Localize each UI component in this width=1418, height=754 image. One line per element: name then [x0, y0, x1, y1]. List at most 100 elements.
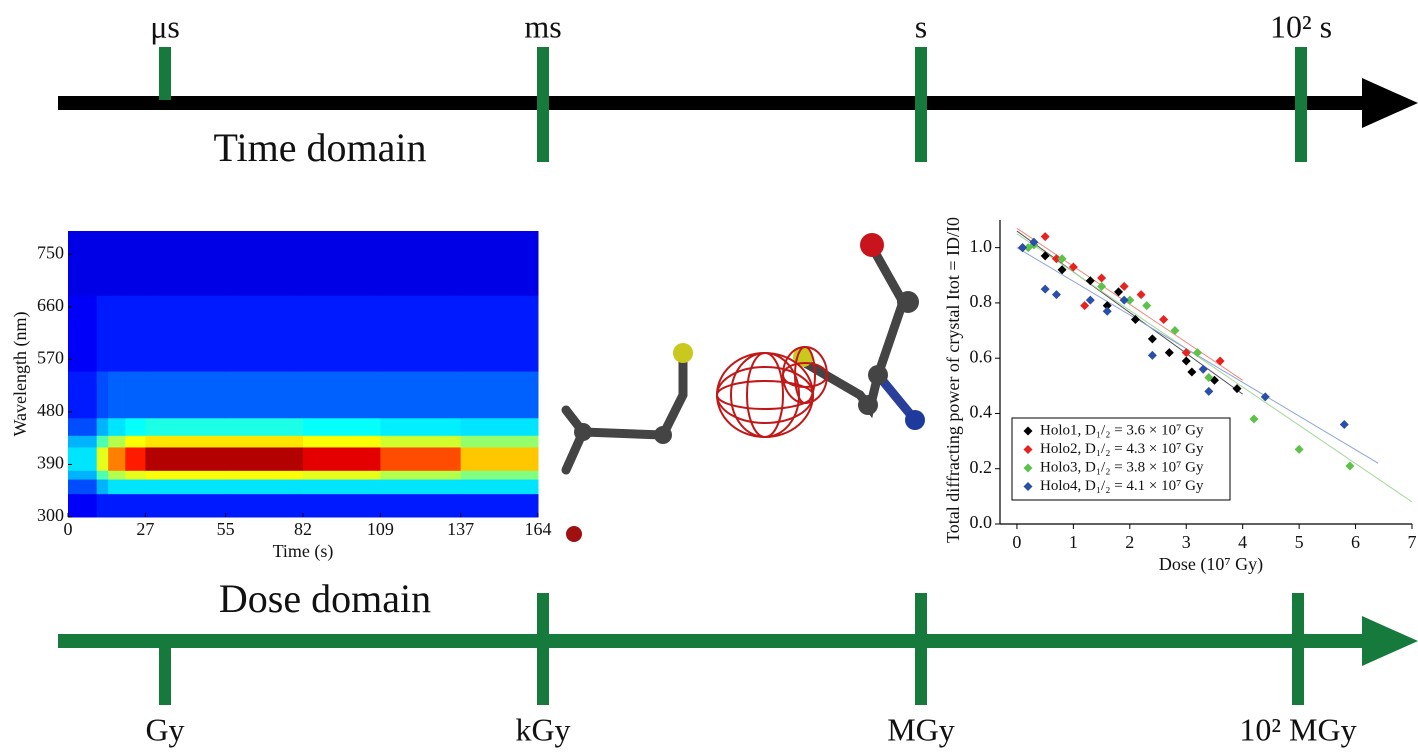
atom — [905, 410, 925, 430]
point — [1057, 254, 1067, 264]
heatmap-cell — [380, 417, 462, 436]
point — [1097, 273, 1107, 283]
heatmap-cell — [225, 371, 304, 419]
point — [1204, 386, 1214, 396]
point — [1080, 301, 1090, 311]
heatmap-cell — [380, 470, 462, 480]
point — [1114, 287, 1124, 297]
heatmap-cell — [380, 295, 462, 372]
x-tick-label: 7 — [1408, 532, 1417, 552]
heatmap-cell — [225, 435, 304, 448]
heatmap-cell — [68, 371, 98, 419]
y-tick-label: 0.8 — [970, 291, 993, 311]
dose-tick-label: kGy — [515, 711, 570, 747]
heatmap-cell — [380, 458, 462, 471]
time-domain-label: Time domain — [214, 125, 427, 170]
x-tick-label: 1 — [1069, 532, 1078, 552]
point — [1119, 295, 1129, 305]
heatmap-cell — [96, 458, 109, 471]
heatmap-cell — [108, 231, 126, 296]
heatmap-cell — [460, 295, 539, 372]
time-tick-label: μs — [150, 8, 180, 44]
point — [1097, 281, 1107, 291]
point — [1187, 367, 1197, 377]
heatmap-cell — [96, 470, 109, 480]
y-tick-label: 0.2 — [970, 457, 993, 477]
heatmap-cell — [96, 446, 109, 460]
x-tick-label: 164 — [525, 519, 552, 539]
legend-marker — [1023, 426, 1033, 436]
atom — [858, 395, 878, 415]
heatmap-cell — [303, 371, 381, 419]
heatmap-cell — [303, 470, 381, 480]
point — [1029, 237, 1039, 247]
dose-arrow-head — [1362, 616, 1418, 666]
time-tick-label: ms — [524, 8, 561, 44]
point — [1181, 348, 1191, 358]
time-tick-label: 10² s — [1270, 8, 1332, 44]
heatmap-cell — [380, 435, 462, 448]
heatmap-cell — [125, 479, 146, 495]
time-tick-label: s — [915, 8, 927, 44]
heatmap-cell — [225, 470, 304, 480]
heatmap-cell — [108, 371, 126, 419]
heatmap-cell — [303, 295, 381, 372]
heatmap-cell — [96, 479, 109, 495]
x-axis-label: Dose (10⁷ Gy) — [1159, 554, 1263, 575]
point — [1204, 373, 1214, 383]
y-tick-label: 0.4 — [970, 402, 993, 422]
heatmap-cell — [225, 446, 304, 460]
atom — [860, 233, 884, 257]
x-tick-label: 0 — [1012, 532, 1021, 552]
point — [1345, 461, 1355, 471]
heatmap-cell — [96, 295, 109, 372]
heatmap-cell — [96, 231, 109, 296]
time-arrow-head — [1362, 78, 1418, 128]
x-tick-label: 4 — [1238, 532, 1247, 552]
molecule — [561, 233, 925, 542]
heatmap-cell — [460, 435, 539, 448]
heatmap-cell — [303, 458, 381, 471]
point — [1057, 265, 1067, 275]
heatmap-cell — [125, 493, 146, 518]
heatmap-cell — [96, 371, 109, 419]
atom — [793, 347, 813, 367]
heatmap-cell — [145, 446, 227, 460]
x-tick-label: 27 — [136, 519, 154, 539]
heatmap-cell — [68, 417, 98, 436]
heatmap-cell — [125, 458, 146, 471]
atom — [868, 365, 888, 385]
x-tick-label: 137 — [447, 519, 474, 539]
point — [1040, 232, 1050, 242]
point — [1040, 284, 1050, 294]
heatmap-cell — [380, 479, 462, 495]
point — [1102, 301, 1112, 311]
heatmap-cell — [225, 231, 304, 296]
heatmap-cell — [303, 446, 381, 460]
heatmap-cell — [125, 295, 146, 372]
point — [1294, 444, 1304, 454]
legend-label: Holo2, D₁/₂ = 4.3 × 10⁷ Gy — [1040, 441, 1204, 457]
heatmap-cell — [96, 417, 109, 436]
heatmap-cell — [108, 446, 126, 460]
heatmap-cell — [125, 417, 146, 436]
heatmap-cell — [96, 435, 109, 448]
point — [1142, 301, 1152, 311]
atom — [654, 426, 672, 444]
heatmap-cell — [145, 295, 227, 372]
point — [1018, 243, 1028, 253]
heatmap-cell — [380, 231, 462, 296]
point — [1119, 281, 1129, 291]
heatmap-cell — [303, 493, 381, 518]
heatmap-cell — [460, 417, 539, 436]
x-tick-label: 0 — [64, 519, 73, 539]
heatmap-cell — [145, 371, 227, 419]
y-tick-label: 390 — [37, 453, 64, 473]
point — [1040, 251, 1050, 261]
y-tick-label: 300 — [37, 505, 64, 525]
legend-marker — [1023, 482, 1033, 491]
dose-tick-label: Gy — [145, 711, 184, 747]
heatmap-cell — [68, 295, 98, 372]
heatmap-cell — [225, 295, 304, 372]
